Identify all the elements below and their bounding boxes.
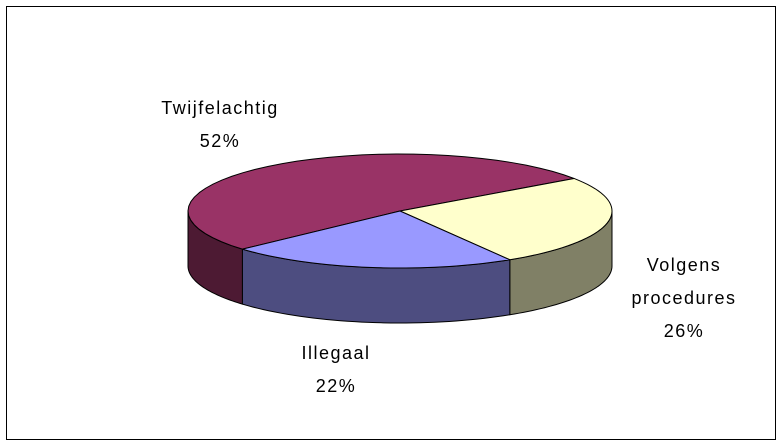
value-label: 26% xyxy=(663,321,705,341)
label-0: Twijfelachtig 52% xyxy=(140,92,300,158)
pie-slice xyxy=(187,153,575,250)
label-2: Illegaal 22% xyxy=(266,337,406,403)
category-label: Volgens procedures xyxy=(631,255,737,308)
category-label: Twijfelachtig xyxy=(161,98,279,118)
pie-slice xyxy=(399,177,613,261)
value-label: 52% xyxy=(199,131,241,151)
pie-slice xyxy=(241,210,511,269)
label-1: Volgens procedures 26% xyxy=(622,249,746,348)
category-label: Illegaal xyxy=(301,343,371,363)
value-label: 22% xyxy=(315,376,357,396)
